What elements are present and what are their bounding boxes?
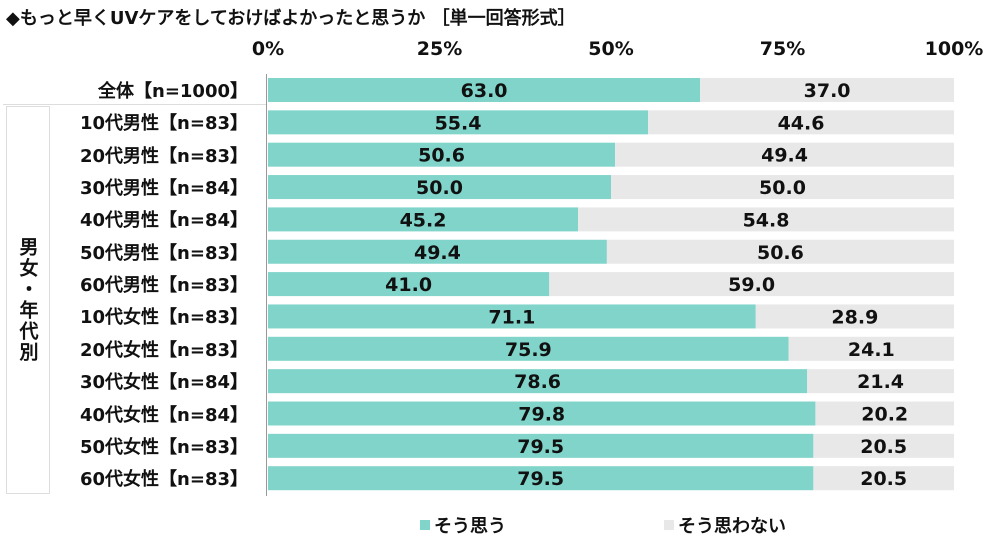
data-label: 37.0: [804, 80, 851, 102]
x-tick-label: 75%: [759, 38, 806, 60]
data-label: 54.8: [743, 209, 790, 231]
data-label: 63.0: [461, 80, 508, 102]
bar-segment: [813, 466, 954, 491]
data-label: 28.9: [831, 306, 878, 328]
data-label: 50.6: [757, 242, 804, 264]
bar-segment: [268, 272, 550, 297]
data-label: 71.1: [488, 306, 535, 328]
bar-segment: [268, 142, 616, 167]
category-label: 40代女性【n=84】: [80, 404, 248, 426]
legend-item-disagree: そう思わない: [664, 512, 786, 538]
bar-segment: [268, 369, 808, 394]
bar-segment: [606, 239, 954, 264]
data-label: 49.4: [761, 145, 808, 167]
data-label: 50.0: [416, 177, 463, 199]
data-label: 49.4: [414, 242, 461, 264]
category-label: 10代女性【n=83】: [80, 307, 248, 329]
data-label: 41.0: [385, 274, 432, 296]
data-label: 59.0: [728, 274, 775, 296]
bar-segment: [268, 239, 607, 264]
x-tick-label: 50%: [588, 38, 634, 60]
category-label: 10代男性【n=83】: [80, 113, 248, 135]
data-label: 79.5: [517, 436, 564, 458]
data-label: 45.2: [400, 209, 447, 231]
bar-segment: [268, 78, 701, 102]
data-label: 44.6: [778, 112, 825, 134]
bar-segment: [611, 175, 954, 200]
bar-segment: [268, 466, 814, 491]
data-label: 20.5: [860, 468, 907, 490]
data-label: 50.0: [759, 177, 806, 199]
data-label: 21.4: [857, 371, 904, 393]
bar-segment: [268, 175, 611, 200]
row-separator: [3, 104, 266, 105]
data-label: 79.5: [517, 468, 564, 490]
bar-segment: [549, 272, 954, 297]
bar-segment: [755, 304, 954, 329]
bar-segment: [815, 401, 954, 426]
y-axis-line: [266, 74, 267, 496]
data-label: 20.2: [861, 404, 908, 426]
data-label: 75.9: [505, 339, 552, 361]
legend-swatch: [420, 520, 430, 530]
category-label: 全体【n=1000】: [98, 81, 248, 102]
bar-segment: [615, 142, 954, 167]
x-tick-label: 100%: [924, 38, 984, 60]
legend-label: そう思わない: [678, 516, 786, 537]
data-label: 24.1: [848, 339, 895, 361]
bar-segment: [268, 336, 789, 361]
bar-segment: [700, 78, 954, 102]
category-label: 30代女性【n=84】: [80, 372, 248, 394]
bar-segment: [268, 304, 756, 329]
legend-item-agree: そう思う: [420, 512, 506, 538]
legend-swatch: [664, 520, 674, 530]
bar-segment: [268, 207, 579, 232]
bar-segment: [813, 433, 954, 458]
category-label: 60代男性【n=83】: [80, 275, 248, 297]
data-label: 20.5: [860, 436, 907, 458]
bar-segment: [648, 110, 954, 135]
bar-segment: [268, 110, 649, 135]
category-label: 50代女性【n=83】: [80, 436, 248, 458]
group-label: 男女・年代別: [16, 237, 39, 363]
data-label: 78.6: [514, 371, 561, 393]
category-label: 20代男性【n=83】: [80, 145, 248, 167]
bar-segment: [268, 401, 816, 426]
group-label-box: 男女・年代別: [6, 106, 50, 494]
category-label: 30代男性【n=84】: [80, 178, 248, 200]
data-label: 55.4: [435, 112, 482, 134]
category-label: 60代女性【n=83】: [80, 469, 248, 491]
bar-segment: [807, 369, 954, 394]
bar-segment: [578, 207, 954, 232]
category-label: 20代女性【n=83】: [80, 339, 248, 361]
chart-title: ◆もっと早くUVケアをしておけばよかったと思うか ［単一回答形式］: [6, 8, 576, 29]
legend-label: そう思う: [434, 516, 506, 537]
bar-segment: [788, 336, 954, 361]
bar-segment: [268, 433, 814, 458]
x-tick-label: 0%: [251, 38, 285, 60]
category-label: 40代男性【n=84】: [80, 210, 248, 232]
x-tick-label: 25%: [416, 38, 463, 60]
data-label: 79.8: [518, 404, 565, 426]
category-label: 50代男性【n=83】: [80, 242, 248, 264]
data-label: 50.6: [418, 145, 465, 167]
